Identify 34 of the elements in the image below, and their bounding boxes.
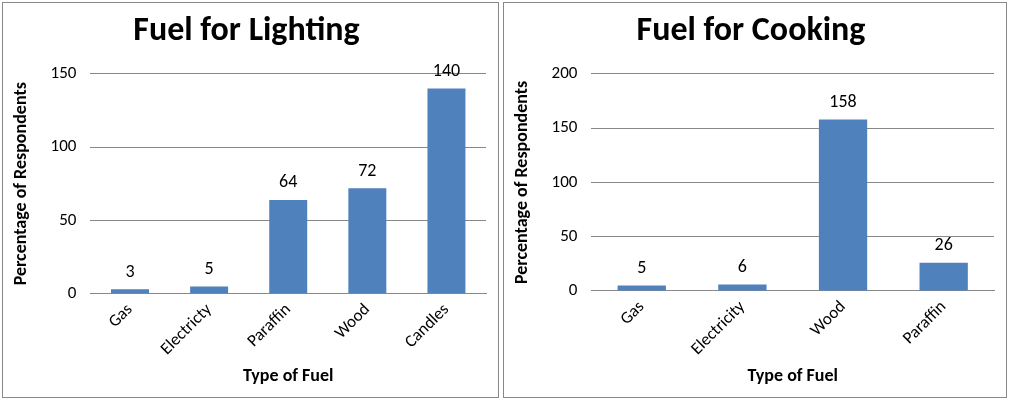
bar: [111, 289, 149, 294]
bar: [269, 199, 308, 294]
y-tick-label: 0: [67, 282, 77, 304]
data-label: 3: [125, 259, 135, 282]
y-tick-label: 150: [50, 62, 77, 84]
x-tick-label: Gas: [103, 298, 137, 332]
bar: [818, 119, 868, 291]
bar: [427, 88, 466, 294]
y-axis-title: Percentage of Respondents: [510, 80, 533, 284]
y-tick-label: 50: [59, 208, 77, 230]
y-tick-label: 100: [50, 135, 77, 157]
bar: [919, 262, 968, 291]
y-tick-label: 0: [568, 279, 578, 301]
x-axis-title: Type of Fuel: [242, 363, 334, 386]
x-tick-label: Gas: [615, 295, 649, 329]
data-label: 5: [204, 256, 214, 279]
y-tick-label: 100: [551, 170, 578, 192]
y-tick-label: 50: [560, 224, 578, 246]
x-axis-title: Type of Fuel: [747, 363, 838, 386]
data-label: 140: [432, 58, 461, 81]
bar: [190, 286, 229, 294]
bar: [718, 284, 767, 291]
y-tick-label: 200: [551, 62, 578, 84]
y-tick-label: 150: [551, 116, 578, 138]
data-label: 72: [358, 158, 377, 181]
data-label: 64: [279, 170, 298, 193]
data-label: 158: [829, 89, 857, 112]
data-label: 5: [637, 256, 647, 279]
chart-title: Fuel for Lighting: [133, 7, 360, 49]
data-label: 6: [737, 254, 747, 277]
y-axis-title: Percentage of Respondents: [9, 82, 32, 286]
bar: [348, 188, 387, 294]
data-label: 26: [934, 233, 953, 256]
chart-title: Fuel for Cooking: [636, 7, 866, 49]
